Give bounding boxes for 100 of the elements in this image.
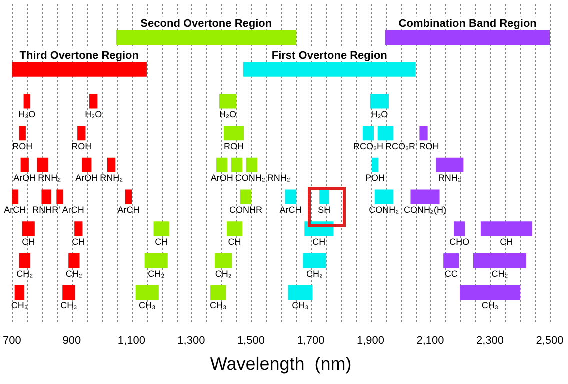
bar [14,285,24,300]
bar [246,158,258,173]
x-axis-title: Wavelength (nm) [210,354,352,374]
data-label: RNH₂ [100,173,124,184]
x-tick-label: 1,300 [178,334,206,347]
data-label: ArCH [4,205,26,216]
bar [107,158,116,173]
bar [240,190,252,204]
bar [231,158,243,173]
bar [444,254,460,268]
bar [303,254,326,268]
data-label: CC [444,268,458,279]
bar [370,94,389,109]
x-tick-label: 700 [2,334,22,347]
data-label: H₂O [371,109,388,120]
data-label: RCO₂H [353,141,384,152]
bar [420,126,428,141]
x-tick-label: 1,500 [237,334,265,347]
x-tick-label: 1,900 [356,334,384,347]
data-label: RCO₂R' [385,141,418,152]
bar [12,190,18,204]
data-label: ArOH [14,173,36,184]
data-label: First Overtone Region [272,50,388,62]
data-label: H₂O [18,109,36,120]
bar [480,222,532,236]
x-tick-label: 900 [62,334,82,347]
data-label: SH [318,205,331,216]
data-label: CH₃ [210,300,228,311]
data-label: CH [72,236,86,247]
bar [37,158,48,173]
data-label: ArCH [280,205,302,216]
data-label: Third Overtone Region [20,50,140,62]
data-label: CH₂ [306,268,324,279]
bar [460,285,520,300]
bar [220,94,237,109]
data-label: RNH₂ [38,173,62,184]
data-label: CH [228,236,242,247]
bar [226,222,243,236]
bar [374,190,394,204]
data-label: POH [365,173,385,184]
x-tick-label: 1,700 [297,334,325,347]
bar [473,254,526,268]
bar [19,126,26,141]
bar [215,254,232,268]
data-label: CH₃ [139,300,156,311]
data-label: ArOH [210,173,234,184]
bar [410,190,440,204]
data-label: Combination Band Region [398,18,538,30]
bar [224,126,244,141]
bar [144,254,168,268]
data-label: CH₃ [482,300,499,311]
x-tick-label: 2,500 [536,334,564,347]
data-label: CH₃ [60,300,78,311]
bar [210,285,226,300]
data-label: ArCH [62,205,84,216]
data-label: CH [22,236,36,247]
bar [136,285,159,300]
data-label: CONHR [229,205,263,216]
bar [362,126,374,141]
x-tick-label: 1,100 [118,334,146,347]
bar [454,222,466,236]
data-label: CH [155,236,168,247]
bar [78,126,86,141]
bar [68,254,80,268]
data-label: H₂O [85,109,102,120]
data-label: CONH₂ [235,173,266,184]
bar [288,285,313,300]
data-label: ROH [72,141,92,152]
bar [125,190,132,204]
data-label: ArOH [76,173,98,184]
data-label: RNH₂ [267,173,291,184]
bar [436,158,464,173]
bar [74,222,83,236]
bar [378,126,394,141]
bar [154,222,170,236]
data-label: ROH [12,141,33,152]
data-label: CONH₂(H) [404,205,447,216]
bar [24,94,30,109]
bar [320,190,330,204]
data-label: CH₂ [66,268,83,279]
data-label: H₂O [220,109,237,120]
bar [19,254,30,268]
bar [20,158,29,173]
bar [62,285,76,300]
data-label: CONH₂ [369,205,400,216]
x-tick-label: 2,300 [476,334,504,347]
data-label: CH₂ [148,268,166,279]
data-label: CH₂ [215,268,232,279]
data-label: CH [500,236,514,247]
data-label: Second Overtone Region [140,18,272,30]
data-label: CH₃ [11,300,28,311]
bar [285,190,296,204]
data-label: CH₃ [292,300,310,311]
data-label: ArCH [118,205,140,216]
data-label: CH₂ [16,268,34,279]
data-label: CHO [450,236,470,247]
bar [22,222,35,236]
data-label: RNH₂ [438,173,462,184]
bar [56,190,64,204]
data-label: RNHR' [32,205,61,216]
